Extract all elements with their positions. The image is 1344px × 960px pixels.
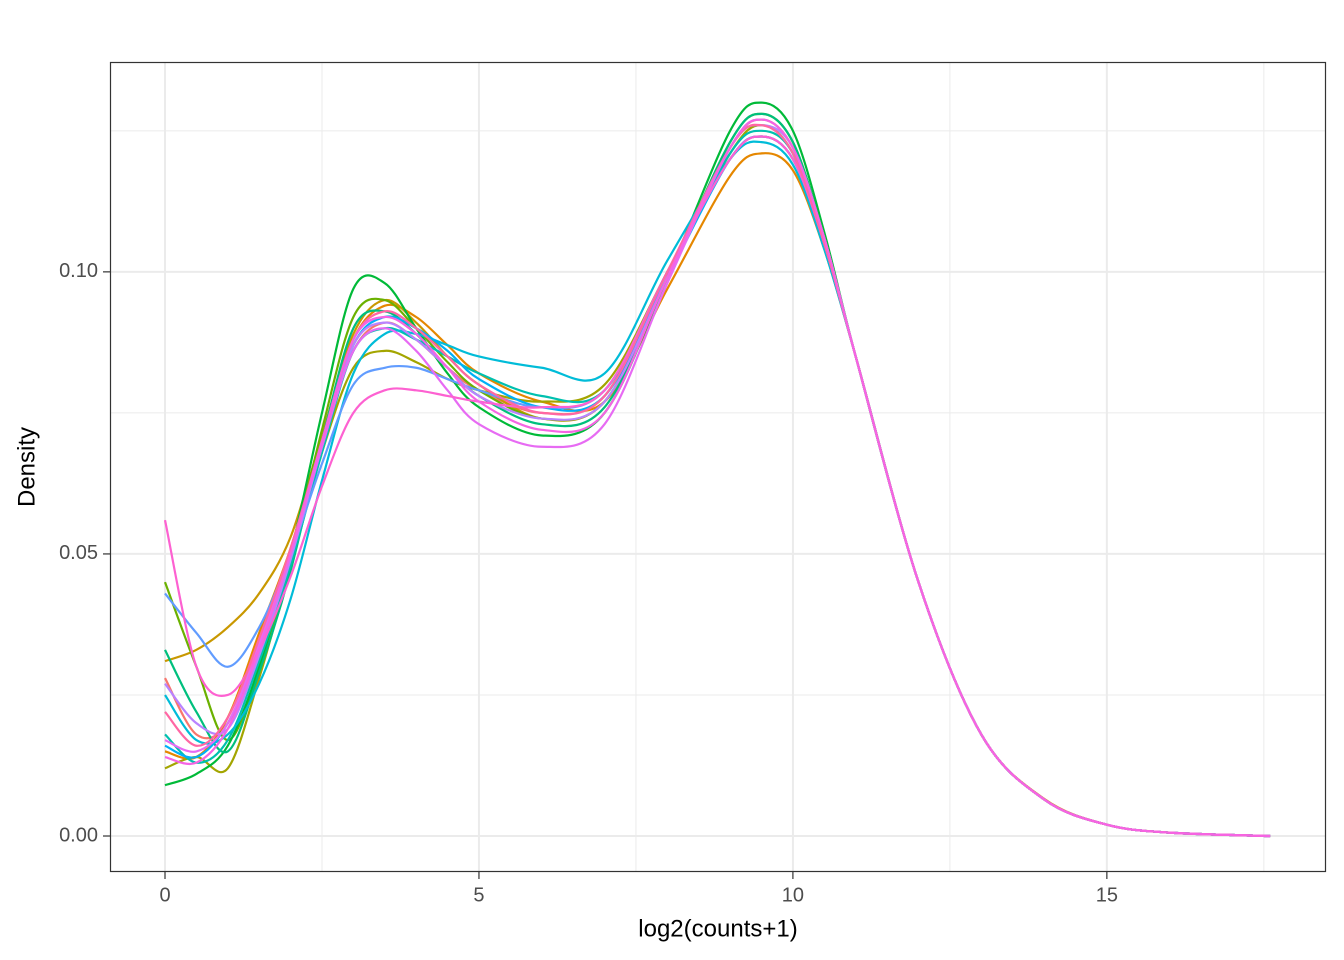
density-line bbox=[164, 118, 1271, 838]
x-tick-label: 15 bbox=[1096, 884, 1118, 906]
y-tick-label: 0.00 bbox=[59, 824, 98, 846]
x-tick-label: 0 bbox=[159, 884, 170, 906]
x-tick-label: 10 bbox=[782, 884, 804, 906]
x-axis-title: log2(counts+1) bbox=[638, 915, 797, 942]
panel-border bbox=[109, 61, 1327, 873]
y-tick-label: 0.05 bbox=[59, 542, 98, 564]
y-axis-title: Density bbox=[13, 427, 40, 507]
grid bbox=[110, 62, 1326, 872]
x-tick-label: 5 bbox=[473, 884, 484, 906]
lines bbox=[163, 101, 1271, 838]
y-tick-label: 0.10 bbox=[59, 260, 98, 282]
